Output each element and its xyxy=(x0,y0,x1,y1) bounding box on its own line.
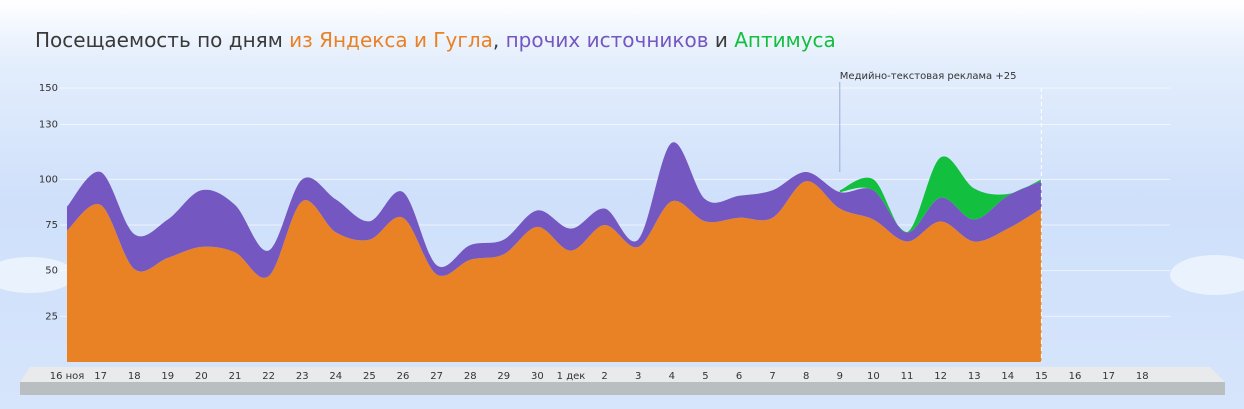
x-tick-label: 26 xyxy=(397,371,410,382)
x-tick-label: 25 xyxy=(363,371,376,382)
y-tick-label: 130 xyxy=(39,120,58,131)
x-tick-label: 14 xyxy=(1001,371,1014,382)
x-tick-label: 24 xyxy=(329,371,342,382)
y-tick-label: 150 xyxy=(39,83,58,94)
x-tick-label: 7 xyxy=(769,371,775,382)
x-tick-label: 16 xyxy=(1069,371,1082,382)
x-tick-label: 23 xyxy=(296,371,309,382)
x-tick-label: 2 xyxy=(601,371,607,382)
title-part: и xyxy=(714,28,728,52)
x-tick-label: 27 xyxy=(430,371,443,382)
y-tick-label: 75 xyxy=(45,220,58,231)
y-tick-label: 100 xyxy=(39,174,58,185)
title-part: Посещаемость по дням xyxy=(35,28,283,52)
y-tick-label: 50 xyxy=(45,266,58,277)
annotation: Медийно-текстовая реклама +25 xyxy=(840,71,1017,82)
platform xyxy=(20,367,1225,382)
area xyxy=(839,156,1042,233)
x-tick-label: 20 xyxy=(195,371,208,382)
x-tick-label: 10 xyxy=(867,371,880,382)
x-tick-label: 22 xyxy=(262,371,275,382)
x-tick-label: 28 xyxy=(464,371,477,382)
x-tick-label: 21 xyxy=(229,371,242,382)
chart-title: Посещаемость по дням из Яндекса и Гугла,… xyxy=(35,28,836,52)
x-tick-label: 9 xyxy=(837,371,843,382)
x-tick-label: 13 xyxy=(968,371,981,382)
x-tick-label: 16 ноя xyxy=(50,371,85,382)
x-tick-label: 3 xyxy=(635,371,641,382)
area xyxy=(67,181,1042,362)
area xyxy=(67,142,1042,278)
x-tick-label: 12 xyxy=(934,371,947,382)
x-tick-label: 15 xyxy=(1035,371,1048,382)
x-tick-label: 8 xyxy=(803,371,809,382)
x-tick-label: 11 xyxy=(901,371,914,382)
x-tick-label: 29 xyxy=(497,371,510,382)
cloud xyxy=(1170,255,1244,295)
title-series: из Яндекса и Гугла xyxy=(289,28,493,52)
x-tick-label: 6 xyxy=(736,371,742,382)
x-tick-label: 4 xyxy=(669,371,675,382)
platform-edge xyxy=(20,382,1225,395)
title-part: , xyxy=(492,28,500,52)
y-tick-label: 25 xyxy=(45,311,58,322)
x-tick-label: 17 xyxy=(94,371,107,382)
title-series: прочих источников xyxy=(505,28,709,52)
x-tick-label: 18 xyxy=(128,371,141,382)
x-tick-label: 19 xyxy=(161,371,174,382)
cloud xyxy=(0,257,75,293)
x-tick-label: 17 xyxy=(1102,371,1115,382)
x-tick-label: 30 xyxy=(531,371,544,382)
x-tick-label: 18 xyxy=(1136,371,1149,382)
x-tick-label: 1 дек xyxy=(557,371,586,382)
title-series: Аптимуса xyxy=(734,28,836,52)
x-tick-label: 5 xyxy=(702,371,708,382)
